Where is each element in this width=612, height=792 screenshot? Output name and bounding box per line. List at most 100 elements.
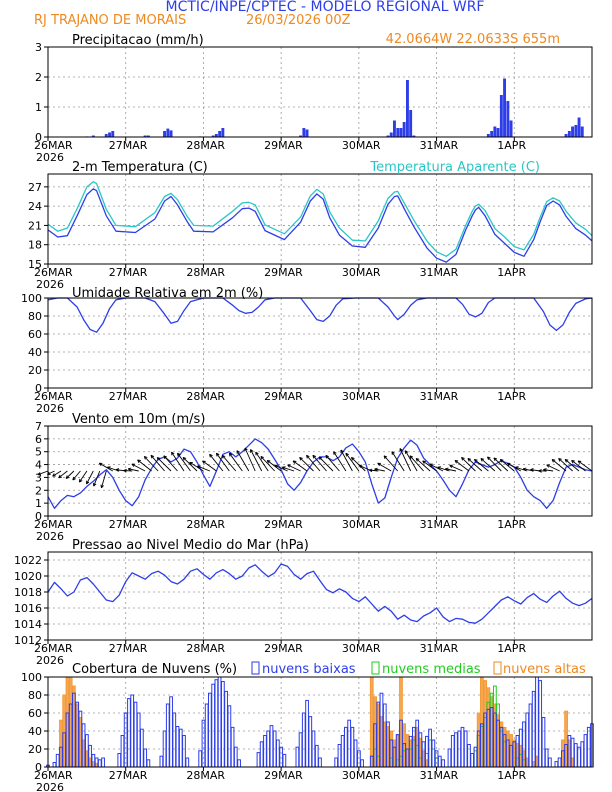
wind-arrow: [128, 468, 139, 472]
wind-arrow-head: [72, 478, 76, 481]
wind-arrow-head: [115, 469, 119, 472]
precip-bar: [211, 135, 215, 137]
wind-arrow-head: [358, 465, 362, 468]
press-frame: [47, 551, 593, 641]
cloud-low-bar: [120, 735, 125, 768]
wind-arrow: [422, 460, 437, 472]
cloud-low-bar: [276, 739, 280, 768]
wind-arrow: [177, 452, 191, 472]
wind-arrow: [345, 452, 360, 472]
rh-xtick-label: 27MAR: [109, 390, 148, 403]
precip-bar: [402, 122, 406, 137]
wind-arrow-head: [292, 460, 295, 464]
wind-arrow-head: [530, 469, 534, 472]
wind-arrow-head: [127, 468, 131, 472]
wind-arrow: [415, 458, 431, 472]
cloud-low-bar: [447, 748, 452, 768]
wind-arrow: [546, 464, 560, 472]
wind-arrow: [79, 470, 88, 483]
cloud-low-bar: [259, 741, 264, 768]
clouds-title: Cobertura de Nuvens (%): [72, 662, 237, 677]
cloud-low-bar: [101, 757, 105, 768]
wind-arrow: [123, 470, 133, 472]
clouds-ytick-label: 20: [28, 743, 42, 756]
cloud-low-bar: [217, 676, 222, 768]
wind-arrow-head: [281, 466, 285, 470]
cloud-low-bar: [467, 744, 471, 768]
cloud-low-bar: [554, 761, 559, 768]
temp-marks: [47, 181, 593, 263]
wind-arrow-head: [177, 453, 179, 457]
cloud-low-bar: [295, 746, 300, 768]
precip-bar: [412, 135, 416, 137]
wind-arrow: [487, 456, 502, 472]
wind-arrow-head: [325, 455, 328, 459]
panel-clouds: 0 20 40 60 80 100 26MAR 27MAR 28MAR 29MAR 30MAR 31M…: [21, 661, 594, 792]
temp-ytick-label: 27: [28, 181, 42, 194]
panel-precip: 0 1 2 3 26MAR 27MAR 28MAR 29MAR 30MAR 31MAR 1APR 20…: [34, 33, 593, 164]
press-ytick-label: 1018: [14, 586, 42, 599]
wind-xtick-label: 26MAR: [34, 518, 73, 531]
cloud-low-bar: [531, 690, 536, 768]
cloud-low-bar: [146, 759, 151, 768]
panel-temp: 15 18 21 24 27 26MAR 27MAR 28MAR 29MAR 30MAR 31MAR…: [28, 160, 593, 291]
wind-arrow-head: [215, 453, 218, 457]
wind-arrow: [374, 468, 385, 472]
wind-arrow: [287, 464, 301, 472]
cloud-low-bar: [256, 752, 261, 768]
rh-xtick-label: 26MAR: [34, 390, 73, 403]
precip-bar: [406, 80, 409, 137]
cloud-low-bar: [140, 728, 144, 768]
press-xtick-label: 28MAR: [186, 642, 225, 655]
legend-nuvens-medias: nuvens medias: [382, 662, 481, 677]
precip-bar: [486, 134, 490, 137]
wind-arrow-head: [546, 464, 550, 468]
clouds-xtick-label: 31MAR: [420, 769, 459, 782]
wind-arrow-head: [473, 459, 477, 463]
temp-line: [47, 188, 593, 263]
cloud-low-bar: [583, 734, 588, 768]
wind-ytick-label: 5: [35, 446, 42, 459]
wind-arrow: [530, 469, 541, 472]
cloud-low-bar: [211, 683, 216, 768]
wind-arrow: [551, 459, 567, 472]
wind-arrow-head: [312, 455, 315, 459]
wind-arrow: [189, 461, 204, 472]
precip-bar: [91, 135, 95, 137]
press-xtick-label: 31MAR: [420, 642, 459, 655]
cloud-low-bar: [353, 739, 358, 768]
wind-arrow: [409, 455, 424, 472]
wind-arrow: [250, 449, 263, 472]
wind-arrow-head: [299, 457, 302, 461]
rh-year-label: 2026: [36, 402, 64, 415]
wind-frame: [47, 425, 593, 517]
wind-title: Vento em 10m (m/s): [72, 412, 205, 427]
precip-xtick-label: 31MAR: [420, 139, 459, 152]
clouds-xtick-label: 28MAR: [186, 769, 225, 782]
wind-arrow-head: [515, 466, 519, 470]
wind-arrow: [58, 470, 68, 479]
wind-arrow: [282, 466, 295, 472]
precip-bar: [389, 132, 393, 137]
cloud-low-bar: [221, 681, 225, 768]
wind-arrow: [318, 456, 334, 472]
temp-title: 2-m Temperatura (C): [72, 160, 208, 175]
cloud-low-bar: [227, 705, 232, 768]
wind-arrow-head: [571, 460, 574, 464]
precip-bar: [509, 120, 513, 137]
wind-ytick-label: 7: [35, 420, 42, 433]
cloud-high-bar: [369, 676, 374, 768]
wind-arrow: [209, 454, 224, 472]
wind-arrow-head: [197, 465, 200, 469]
wind-arrow-head: [377, 462, 380, 467]
wind-arrow: [37, 470, 49, 476]
clouds-xtick-label: 27MAR: [109, 769, 148, 782]
wind-ytick-label: 6: [35, 433, 42, 446]
wind-arrow: [480, 458, 496, 472]
wind-arrow-head: [374, 468, 378, 472]
cloud-low-bar: [172, 712, 177, 768]
press-xtick-label: 1APR: [497, 642, 526, 655]
temp-ytick-label: 21: [28, 219, 42, 232]
wind-arrow: [467, 458, 483, 472]
cloud-low-bar: [127, 698, 131, 768]
